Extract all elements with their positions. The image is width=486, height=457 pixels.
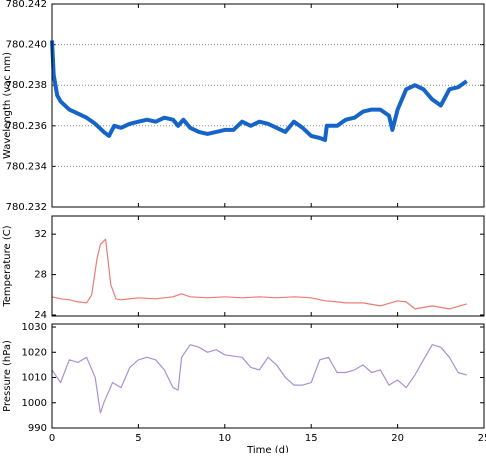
y-tick-label: 990 xyxy=(28,423,47,434)
x-tick-label: 10 xyxy=(218,433,231,444)
data-line xyxy=(50,40,468,142)
y-tick-label: 780.232 xyxy=(6,202,47,213)
y-tick-label: 24 xyxy=(34,310,47,321)
data-line xyxy=(51,344,467,414)
y-tick-label: 780.234 xyxy=(6,161,47,172)
y-axis-label: Temperature (C) xyxy=(2,225,13,307)
y-tick-label: 1030 xyxy=(22,322,47,333)
y-tick-label: 1010 xyxy=(22,373,47,384)
y-axis-label: Pressure (hPa) xyxy=(2,340,13,412)
x-tick-label: 20 xyxy=(391,433,404,444)
y-tick-label: 780.236 xyxy=(6,121,47,132)
data-line xyxy=(51,238,467,310)
plot-frame xyxy=(51,3,485,208)
x-tick-label: 5 xyxy=(135,433,141,444)
plot-frame xyxy=(51,215,485,317)
y-tick-label: 1020 xyxy=(22,347,47,358)
y-tick-label: 32 xyxy=(34,229,47,240)
y-axis-label: Wavelength (vac nm) xyxy=(2,52,13,159)
x-tick-label: 15 xyxy=(305,433,318,444)
x-axis-label: Time (d) xyxy=(246,445,289,453)
y-tick-label: 28 xyxy=(34,270,47,281)
y-tick-label: 780.238 xyxy=(6,80,47,91)
plot-frame xyxy=(51,323,485,429)
x-tick-label: 0 xyxy=(49,433,55,444)
x-tick-label: 25 xyxy=(478,433,486,444)
y-tick-label: 780.240 xyxy=(6,40,47,51)
y-tick-label: 1000 xyxy=(22,398,47,409)
y-tick-label: 780.242 xyxy=(6,0,47,10)
